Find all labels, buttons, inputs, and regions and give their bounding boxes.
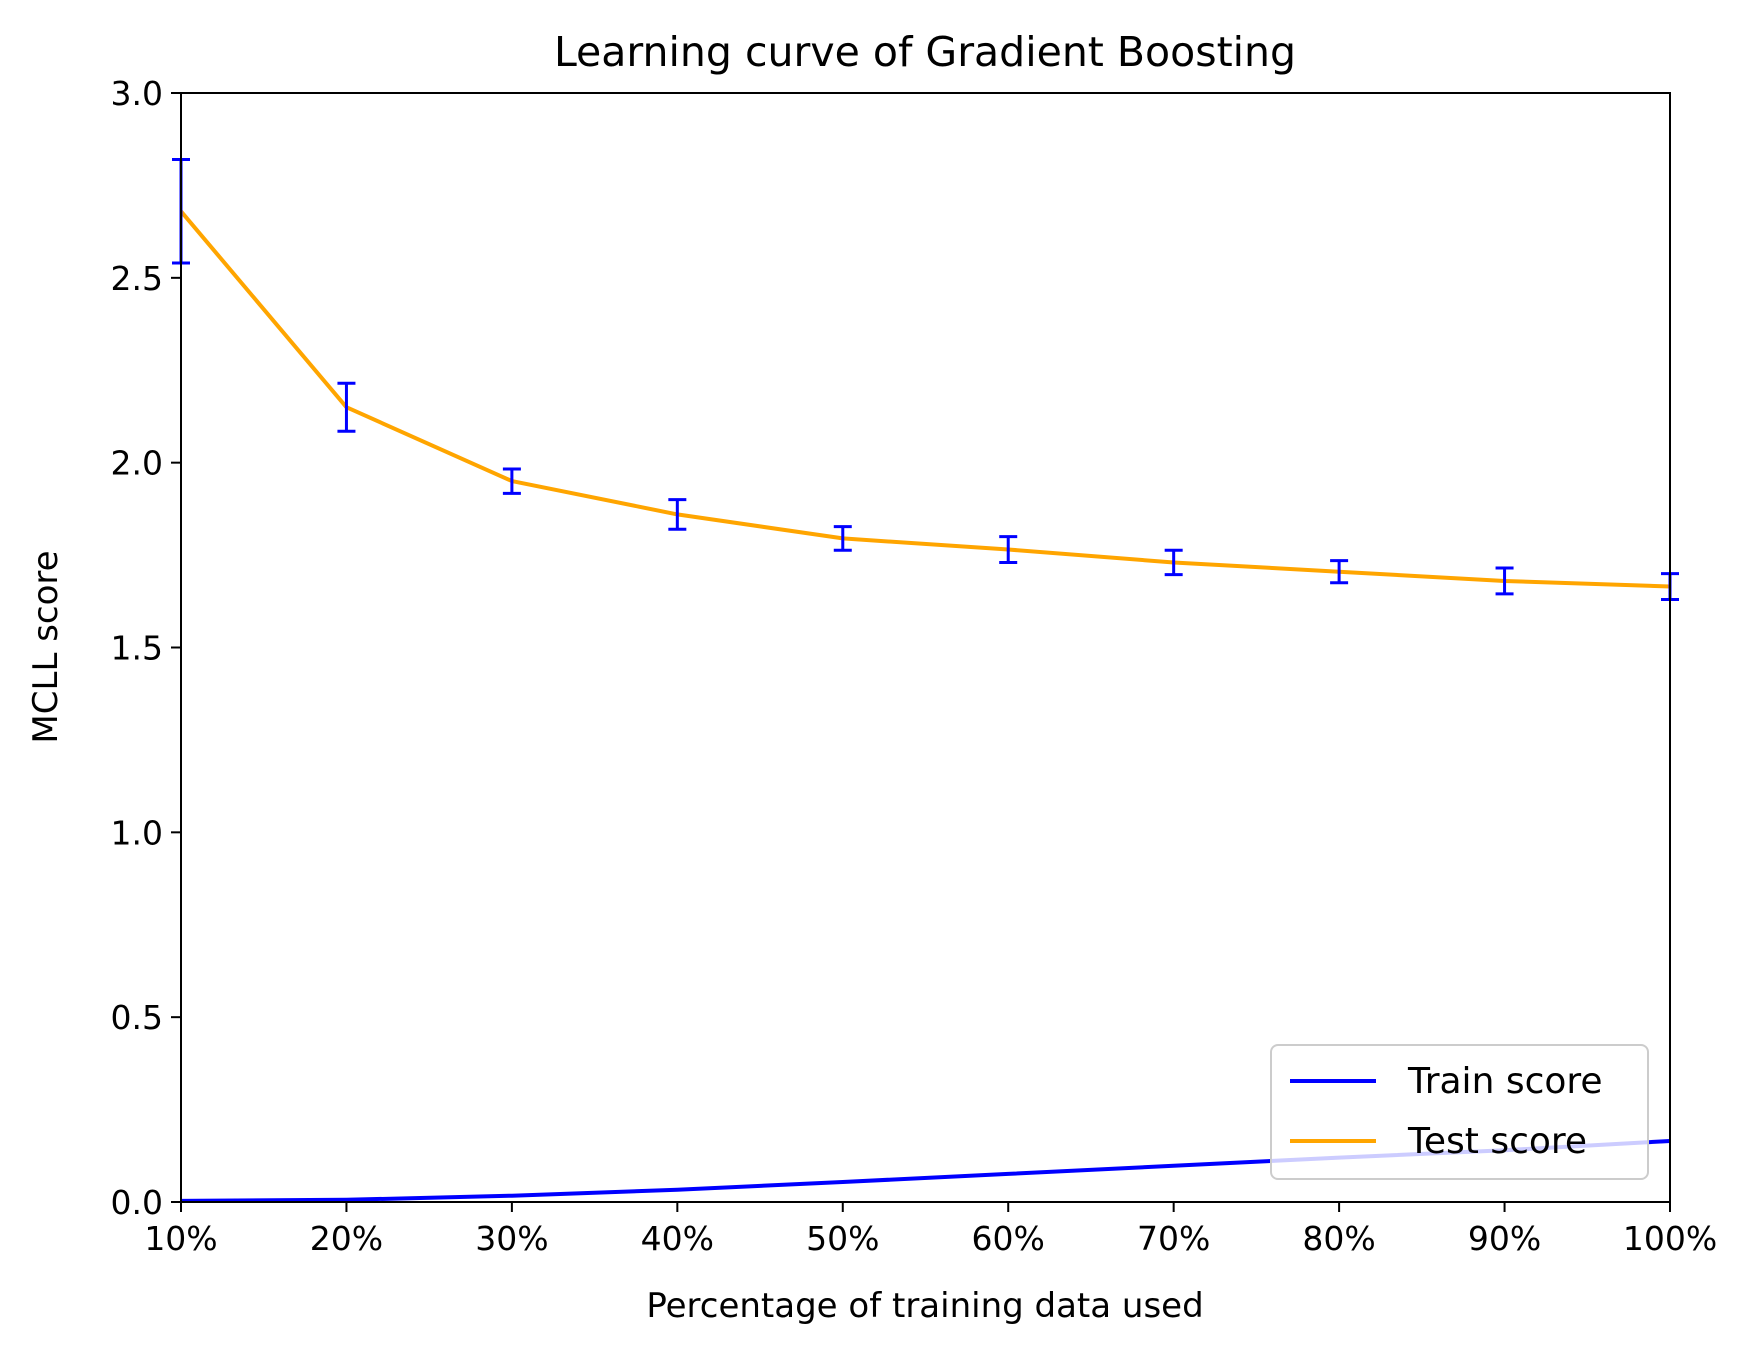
legend: Train score Test score xyxy=(1270,1044,1649,1180)
legend-label-test: Test score xyxy=(1407,1121,1587,1162)
y-tick-label: 1.0 xyxy=(111,813,163,852)
series-line-test xyxy=(179,210,1671,589)
x-tick-label: 70% xyxy=(1137,1219,1210,1258)
x-tick-label: 90% xyxy=(1468,1219,1541,1258)
x-axis-label: Percentage of training data used xyxy=(646,1286,1203,1326)
y-tick-label: 3.0 xyxy=(111,74,163,113)
x-tick-label: 60% xyxy=(972,1219,1045,1258)
x-tick-label: 50% xyxy=(806,1219,879,1258)
legend-label-train: Train score xyxy=(1407,1061,1603,1102)
y-tick-label: 2.0 xyxy=(111,444,163,483)
y-axis-label: MCLL score xyxy=(26,550,66,743)
y-tick-label: 0.5 xyxy=(111,998,163,1037)
x-tick-label: 20% xyxy=(310,1219,383,1258)
x-tick-label: 100% xyxy=(1623,1219,1717,1258)
x-tick-label: 80% xyxy=(1302,1219,1375,1258)
x-axis: 10% 20% 30% 40% 50% 60% 70% 80% 90% 100% xyxy=(144,1202,1717,1258)
y-tick-label: 1.5 xyxy=(111,629,163,668)
y-tick-label: 2.5 xyxy=(111,259,163,298)
legend-box xyxy=(1270,1044,1649,1180)
chart-title: Learning curve of Gradient Boosting xyxy=(554,28,1296,76)
y-axis: 0.0 0.5 1.0 1.5 2.0 2.5 3.0 xyxy=(111,74,181,1222)
x-tick-label: 30% xyxy=(475,1219,548,1258)
x-tick-label: 10% xyxy=(144,1219,217,1258)
y-tick-label: 0.0 xyxy=(111,1183,163,1222)
x-tick-label: 40% xyxy=(641,1219,714,1258)
